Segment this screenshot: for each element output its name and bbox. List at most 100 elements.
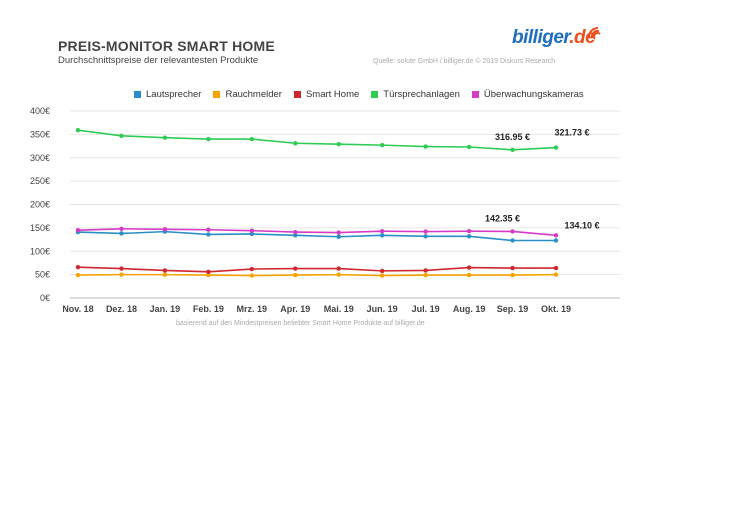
- data-point: [423, 272, 428, 278]
- legend-label: Lautsprecher: [146, 89, 202, 100]
- data-point: [249, 266, 255, 272]
- data-point: [119, 272, 124, 277]
- legend-swatch: [293, 91, 301, 98]
- chart-legend: Lautsprecher Rauchmelder Smart Home Türspre…: [134, 89, 584, 100]
- data-point: [293, 141, 298, 146]
- data-point: [423, 268, 428, 273]
- y-tick-label: 200€: [30, 200, 50, 210]
- x-tick-label: Jul. 19: [412, 304, 440, 314]
- y-tick-label: 150€: [30, 223, 50, 233]
- data-label: 316.95 €: [495, 132, 530, 142]
- x-tick-label: Aug. 19: [453, 304, 486, 314]
- x-tick-label: Okt. 19: [541, 304, 571, 314]
- y-tick-label: 100€: [30, 246, 50, 256]
- legend-item: Rauchmelder: [213, 89, 282, 100]
- legend-swatch: [471, 91, 479, 98]
- legend-label: Türsprechanlagen: [383, 89, 460, 100]
- data-point: [553, 233, 559, 238]
- legend-item: Überwachungskameras: [471, 89, 584, 100]
- data-point: [75, 228, 81, 233]
- data-point: [510, 238, 515, 243]
- data-point: [75, 127, 81, 133]
- data-point: [293, 233, 298, 238]
- data-point: [206, 269, 211, 275]
- series-line-3: [77, 129, 557, 151]
- legend-swatch: [134, 91, 141, 98]
- data-point: [510, 272, 515, 278]
- x-tick-label: Sep. 19: [497, 304, 529, 314]
- data-label: 321.73 €: [554, 128, 589, 138]
- x-tick-label: Mrz. 19: [237, 304, 268, 314]
- data-point: [206, 272, 211, 278]
- legend-item: Lautsprecher: [134, 89, 201, 100]
- y-tick-label: 50€: [35, 270, 50, 280]
- x-tick-label: Nov. 18: [62, 304, 93, 314]
- data-point: [206, 227, 211, 232]
- y-tick-label: 400€: [30, 106, 50, 116]
- logo-suffix: .de: [569, 27, 596, 48]
- data-point: [293, 272, 298, 278]
- legend-label: Smart Home: [305, 89, 360, 100]
- data-point: [75, 264, 81, 270]
- series-line-2: [77, 266, 556, 273]
- data-point: [336, 230, 341, 235]
- logo-text: billiger: [512, 27, 570, 48]
- wifi-signal-icon: [588, 27, 601, 40]
- legend-label: Überwachungskameras: [483, 89, 584, 100]
- data-point: [379, 228, 385, 234]
- x-tick-label: Dez. 18: [106, 304, 137, 314]
- data-point: [336, 272, 341, 277]
- billiger-logo: billiger.de: [512, 27, 601, 49]
- series-line-0: [77, 230, 556, 242]
- data-point: [379, 142, 385, 148]
- x-tick-label: Feb. 19: [193, 304, 224, 314]
- x-tick-label: Mai. 19: [324, 304, 354, 314]
- data-point: [336, 234, 341, 239]
- data-point: [510, 265, 515, 271]
- data-point: [379, 233, 385, 238]
- chart-title: PREIS-MONITOR SMART HOME: [58, 38, 275, 54]
- data-point: [249, 273, 255, 278]
- chart-subtitle: Durchschnittspreise der relevantesten Pr…: [58, 55, 259, 66]
- data-point: [423, 144, 428, 149]
- data-point: [466, 272, 472, 278]
- x-tick-label: Jun. 19: [367, 304, 398, 314]
- data-point: [553, 265, 559, 271]
- legend-swatch: [213, 91, 221, 98]
- data-point: [293, 229, 298, 235]
- data-point: [249, 228, 255, 233]
- data-point: [466, 228, 472, 234]
- data-point: [119, 226, 124, 232]
- legend-item: Türsprechanlagen: [371, 89, 460, 100]
- data-point: [293, 266, 298, 271]
- data-point: [466, 234, 472, 239]
- data-point: [423, 234, 428, 239]
- legend-swatch: [371, 91, 379, 98]
- data-point: [162, 268, 168, 273]
- data-point: [249, 136, 255, 142]
- data-point: [162, 227, 168, 232]
- legend-item: Smart Home: [293, 89, 360, 100]
- data-point: [336, 141, 341, 147]
- data-point: [510, 147, 515, 153]
- data-point: [553, 272, 559, 277]
- data-point: [119, 133, 124, 138]
- footnote: basierend auf den Mindestpreisen beliebt…: [176, 320, 425, 327]
- source-note: Quelle: solute GmbH / billiger.de © 2019…: [373, 58, 556, 65]
- x-tick-label: Jan. 19: [150, 304, 181, 314]
- y-tick-label: 0€: [40, 293, 50, 303]
- data-point: [75, 272, 81, 278]
- data-point: [510, 229, 515, 234]
- data-label: 142.35 €: [485, 213, 520, 223]
- data-point: [553, 145, 559, 150]
- series-line-4: [77, 228, 557, 237]
- y-tick-label: 350€: [30, 129, 50, 139]
- data-point: [162, 272, 168, 277]
- data-label: 134.10 €: [564, 220, 599, 230]
- data-point: [119, 266, 124, 271]
- x-tick-label: Apr. 19: [280, 304, 310, 314]
- data-point: [466, 265, 472, 270]
- y-tick-label: 300€: [30, 153, 50, 163]
- data-point: [379, 273, 385, 278]
